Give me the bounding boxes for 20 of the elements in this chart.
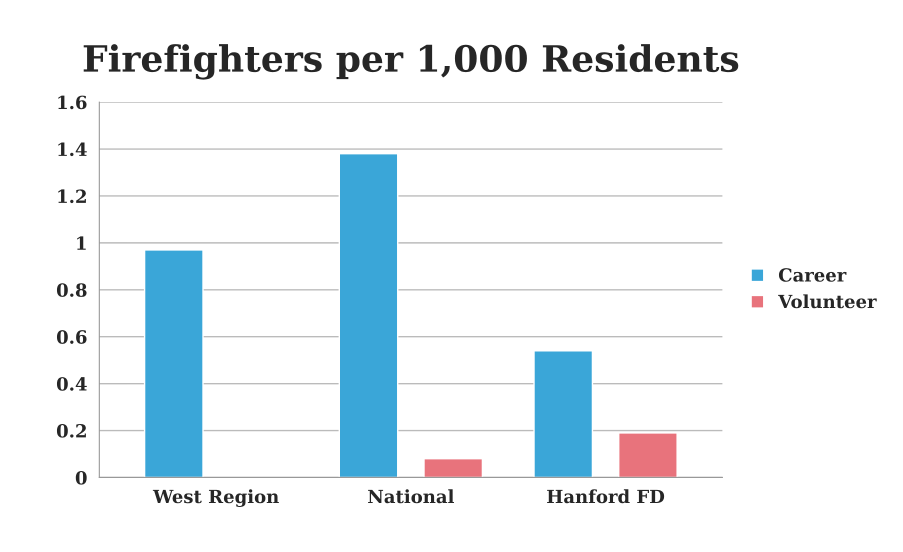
y-tick-label: 0.8 — [56, 283, 87, 297]
legend-label: Career — [778, 268, 846, 282]
y-tick-label: 0 — [76, 470, 87, 485]
chart-title: Firefighters per 1,000 Residents — [84, 44, 738, 80]
y-tick-label: 1 — [77, 236, 86, 250]
x-tick-label: Hanford FD — [547, 489, 664, 504]
bar — [533, 350, 594, 478]
bar — [618, 432, 678, 478]
bar — [144, 249, 204, 478]
y-tick-label: 0.2 — [56, 424, 86, 438]
legend-label: Volunteer — [778, 294, 877, 308]
x-tick-label: West Region — [152, 489, 279, 508]
bar — [423, 458, 484, 478]
bar — [338, 153, 398, 478]
y-tick-label: 1.4 — [58, 142, 87, 156]
x-tick-label: National — [368, 489, 454, 504]
y-tick-label: 0.4 — [56, 377, 87, 391]
y-tick-label: 1.2 — [58, 189, 86, 204]
y-tick-label: 1.6 — [58, 96, 87, 110]
y-tick-label: 0.6 — [56, 330, 87, 344]
